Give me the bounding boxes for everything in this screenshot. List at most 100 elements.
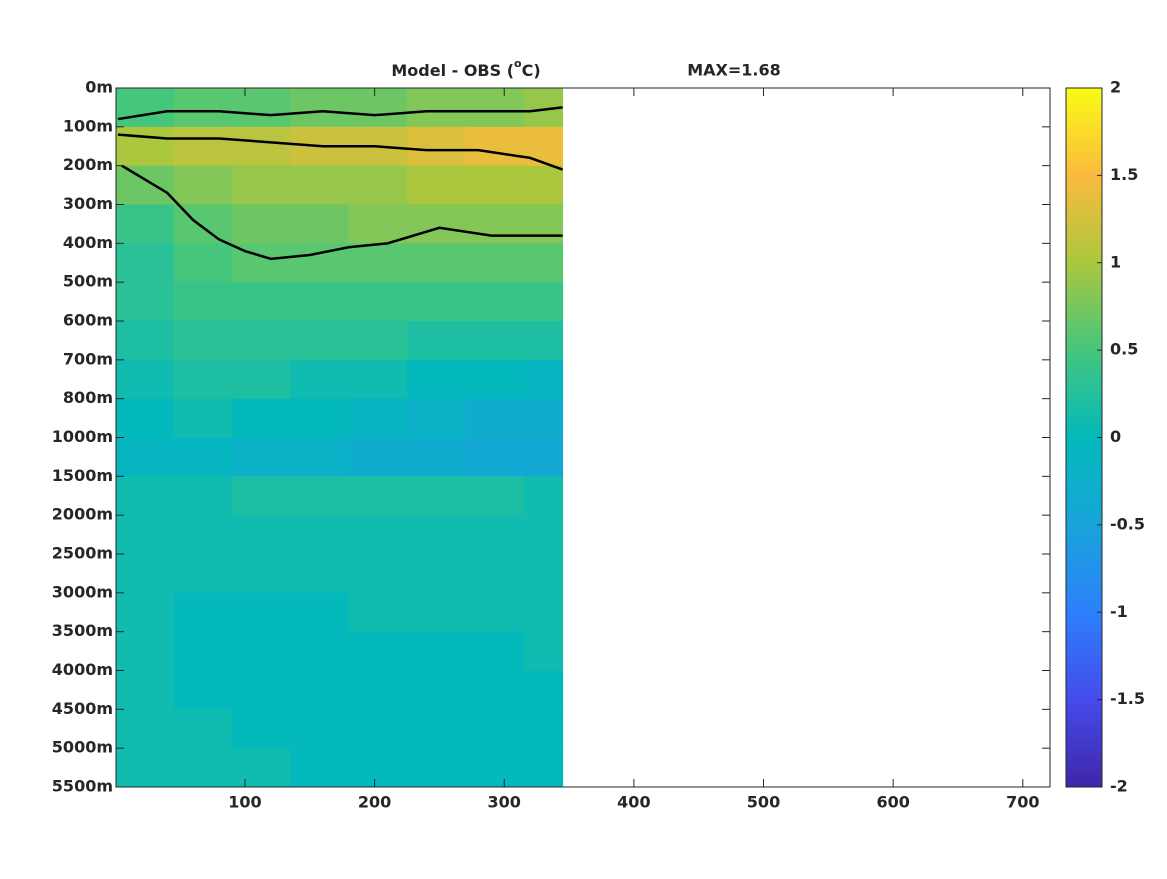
heatmap-cell <box>348 204 408 244</box>
heatmap-cell <box>232 165 291 205</box>
heatmap-cell <box>407 204 466 244</box>
heatmap-cell <box>232 88 291 128</box>
heatmap-cell <box>116 631 175 671</box>
heatmap-cell <box>290 592 350 633</box>
colorbar-tick-label: -1 <box>1110 602 1128 621</box>
heatmap-cell <box>232 709 291 749</box>
colorbar-tick-label: 2 <box>1110 78 1121 97</box>
heatmap-cell <box>232 631 291 671</box>
heatmap-cell <box>465 321 525 361</box>
heatmap-cell <box>348 165 408 205</box>
heatmap-cell <box>465 592 525 633</box>
heatmap-cell <box>232 282 291 322</box>
heatmap-cell <box>523 243 564 283</box>
heatmap-cell <box>232 748 291 788</box>
title-text: C) <box>522 61 541 80</box>
heatmap-cell <box>523 515 564 555</box>
y-tick-label: 0m <box>85 78 113 97</box>
heatmap-cell <box>116 165 175 205</box>
heatmap-cell <box>232 359 291 400</box>
heatmap-cell <box>116 359 175 400</box>
heatmap-cell <box>523 554 564 594</box>
heatmap-cell <box>407 321 466 361</box>
heatmap-cell <box>173 437 233 477</box>
heatmap-cell <box>465 243 525 283</box>
heatmap-cell <box>116 476 175 516</box>
heatmap-cell <box>232 670 291 710</box>
heatmap-cell <box>407 437 466 477</box>
heatmap-cell <box>407 359 466 400</box>
heatmap-cell <box>116 88 175 128</box>
heatmap-cell <box>173 515 233 555</box>
heatmap-cell <box>232 592 291 633</box>
y-tick-label: 3000m <box>52 582 113 601</box>
heatmap-cell <box>348 321 408 361</box>
x-tick-label: 700 <box>1006 793 1039 812</box>
heatmap-cell <box>465 476 525 516</box>
x-tick-label: 400 <box>617 793 650 812</box>
heatmap-cell <box>173 165 233 205</box>
heatmap-cell <box>523 398 564 438</box>
heatmap-cell <box>523 204 564 244</box>
heatmap-cell <box>173 670 233 710</box>
y-tick-label: 4500m <box>52 699 113 718</box>
heatmap-cell <box>116 709 175 749</box>
x-tick-label: 300 <box>488 793 521 812</box>
heatmap-cell <box>348 592 408 633</box>
heatmap-cell <box>465 670 525 710</box>
heatmap-cell <box>407 282 466 322</box>
heatmap-cell <box>173 398 233 438</box>
x-tick-label: 600 <box>876 793 909 812</box>
heatmap-cell <box>290 631 350 671</box>
y-tick-label: 5500m <box>52 777 113 796</box>
colorbar-tick-label: -0.5 <box>1110 514 1145 533</box>
heatmap-cell <box>290 321 350 361</box>
heatmap-cell <box>116 554 175 594</box>
heatmap-cell <box>465 748 525 788</box>
heatmap-cell <box>116 282 175 322</box>
heatmap-cell <box>407 515 466 555</box>
x-tick-label: 100 <box>228 793 261 812</box>
heatmap-cell <box>116 670 175 710</box>
y-tick-label: 500m <box>63 272 113 291</box>
heatmap-cell <box>465 359 525 400</box>
heatmap-cell <box>173 709 233 749</box>
heatmap-cell <box>173 631 233 671</box>
heatmap-cell <box>348 398 408 438</box>
heatmap-cell <box>116 126 175 167</box>
heatmap-cell <box>465 709 525 749</box>
heatmap-cell <box>232 554 291 594</box>
heatmap-cell <box>523 126 564 167</box>
y-tick-label: 400m <box>63 233 113 252</box>
heatmap-cell <box>523 321 564 361</box>
heatmap-cell <box>407 243 466 283</box>
heatmap-cell <box>465 631 525 671</box>
colorbar-tick-label: 1 <box>1110 252 1121 271</box>
heatmap-cell <box>348 437 408 477</box>
heatmap-cell <box>173 592 233 633</box>
heatmap-cell <box>290 204 350 244</box>
heatmap-cell <box>465 554 525 594</box>
x-tick-label: 200 <box>358 793 391 812</box>
heatmap-cell <box>116 204 175 244</box>
colorbar-tick-label: 0.5 <box>1110 340 1138 359</box>
heatmap-cell <box>348 515 408 555</box>
heatmap-cell <box>232 321 291 361</box>
heatmap-cell <box>232 204 291 244</box>
heatmap-cell <box>116 243 175 283</box>
heatmap-cell <box>348 359 408 400</box>
heatmap-cell <box>465 282 525 322</box>
colorbar-tick-label: 1.5 <box>1110 165 1138 184</box>
heatmap-cell <box>290 554 350 594</box>
contour-line <box>117 106 563 121</box>
heatmap-cell <box>116 437 175 477</box>
heatmap-cell <box>523 709 564 749</box>
y-tick-label: 800m <box>63 388 113 407</box>
heatmap-cell <box>232 476 291 516</box>
heatmap-cell <box>173 476 233 516</box>
heatmap-cell <box>290 515 350 555</box>
contour-line <box>117 133 564 171</box>
y-tick-label: 1500m <box>52 466 113 485</box>
heatmap-cell <box>290 398 350 438</box>
y-tick-label: 5000m <box>52 738 113 757</box>
